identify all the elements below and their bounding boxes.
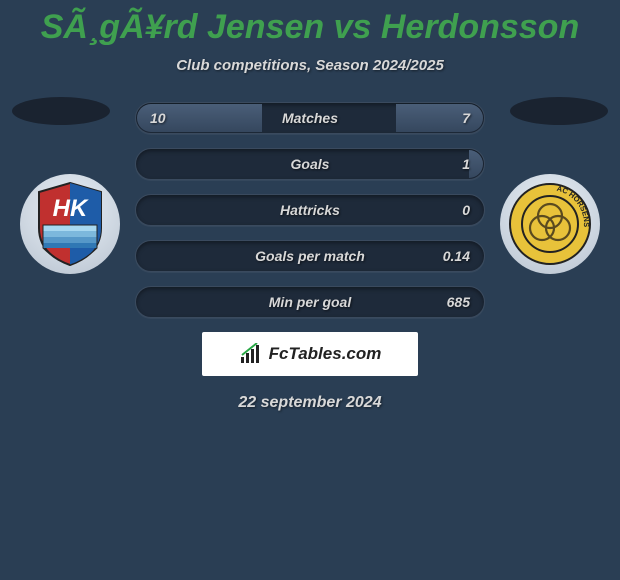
badge-shadow-left	[12, 97, 110, 125]
team-badge-right: AC HORSENS	[500, 174, 600, 274]
stat-row: 10 Matches 7	[135, 102, 485, 134]
footer-brand-text: FcTables.com	[269, 344, 382, 364]
comparison-date: 22 september 2024	[0, 394, 620, 412]
badge-shadow-right	[510, 97, 608, 125]
subtitle: Club competitions, Season 2024/2025	[0, 57, 620, 74]
hobro-ik-logo-icon: HK	[31, 180, 109, 268]
stat-value-left: 10	[150, 110, 166, 126]
chart-icon	[239, 343, 265, 365]
stat-value-right: 1	[462, 156, 470, 172]
stat-row: Goals per match 0.14	[135, 240, 485, 272]
stat-row: Goals 1	[135, 148, 485, 180]
stat-label: Matches	[282, 110, 338, 126]
stat-value-right: 0.14	[443, 248, 470, 264]
team-badge-left: HK	[20, 174, 120, 274]
stat-row: Hattricks 0	[135, 194, 485, 226]
stat-label: Goals	[291, 156, 330, 172]
page-title: SÃ¸gÃ¥rd Jensen vs Herdonsson	[0, 0, 620, 47]
stat-value-right: 0	[462, 202, 470, 218]
stat-label: Goals per match	[255, 248, 365, 264]
stat-value-right: 685	[447, 294, 470, 310]
stat-label: Hattricks	[280, 202, 340, 218]
stat-value-right: 7	[462, 110, 470, 126]
ac-horsens-logo-icon: AC HORSENS	[508, 182, 592, 266]
comparison-content: HK AC HORSENS 10 Matches 7 Goals 1 Hattricks 0…	[0, 102, 620, 412]
stat-label: Min per goal	[269, 294, 351, 310]
stat-fill-right	[469, 150, 483, 178]
footer-brand-logo: FcTables.com	[202, 332, 418, 376]
stat-row: Min per goal 685	[135, 286, 485, 318]
svg-text:HK: HK	[53, 195, 89, 222]
